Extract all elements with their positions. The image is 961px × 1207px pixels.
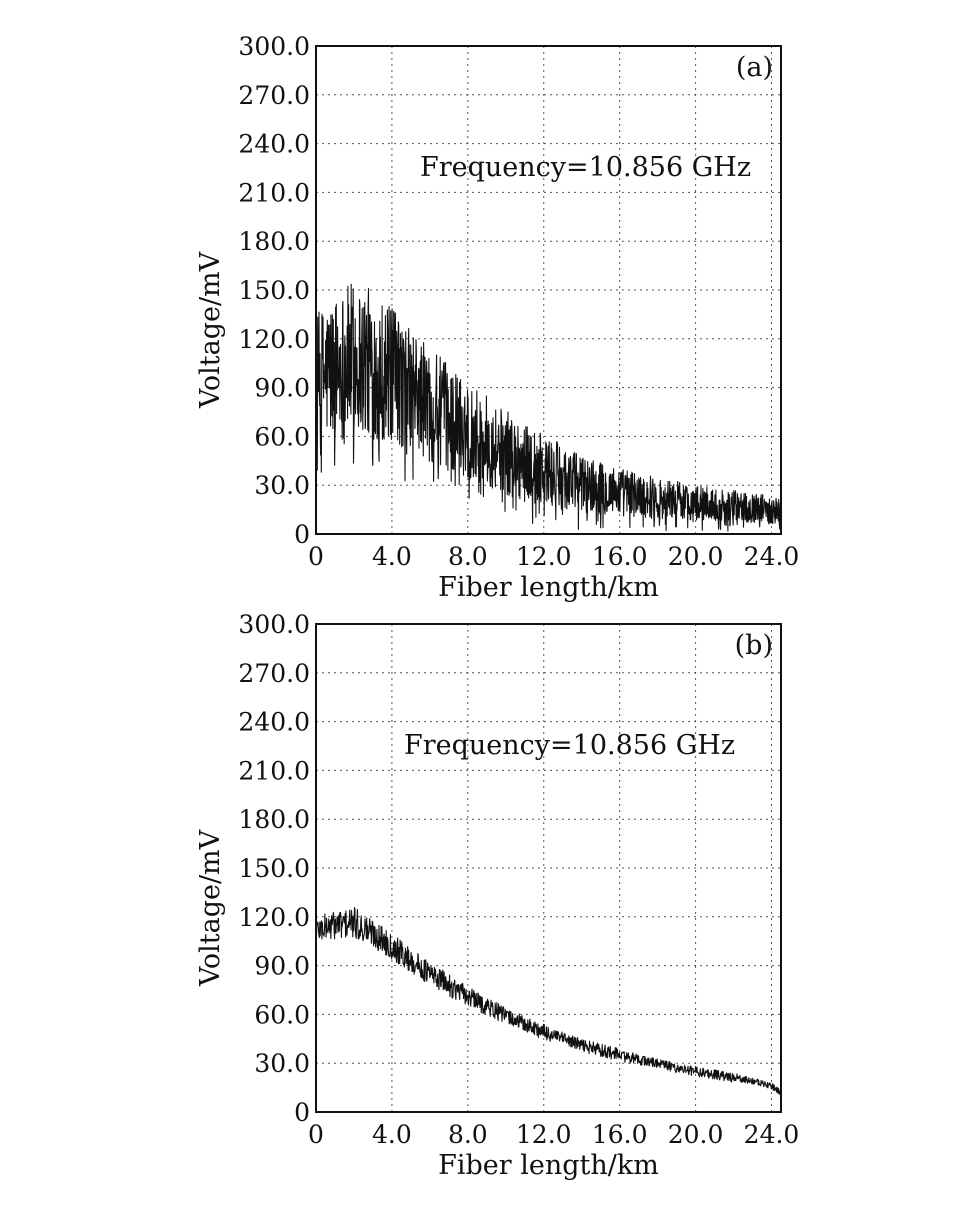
y-tick-label: 210.0 (238, 178, 310, 207)
y-tick-label: 60.0 (254, 1000, 310, 1029)
series-line-b (315, 907, 782, 1095)
y-tick-label: 150.0 (238, 854, 310, 883)
y-axis-title-a: Voltage/mV (195, 251, 226, 409)
x-tick-label: 8.0 (448, 1120, 488, 1149)
x-tick-label: 20.0 (668, 1120, 724, 1149)
x-tick-label: 0 (308, 542, 324, 571)
y-axis-title-b: Voltage/mV (195, 829, 226, 987)
panel-label-b: (b) (735, 630, 773, 661)
series-line-a (315, 283, 782, 532)
plot-frame-b (315, 623, 782, 1113)
y-tick-label: 300.0 (238, 610, 310, 639)
y-tick-label: 270.0 (238, 659, 310, 688)
y-tick-label: 60.0 (254, 422, 310, 451)
x-tick-label: 12.0 (516, 542, 572, 571)
x-tick-label: 16.0 (592, 1120, 648, 1149)
y-tick-label: 210.0 (238, 756, 310, 785)
y-tick-label: 30.0 (254, 471, 310, 500)
y-tick-label: 120.0 (238, 325, 310, 354)
annotation-a: Frequency=10.856 GHz (420, 152, 751, 183)
x-tick-label: 12.0 (516, 1120, 572, 1149)
chart-panel-b: 0 30.0 60.0 90.0 120.0 150.0 180.0 210.0 240.0 27… (195, 610, 799, 1181)
y-tick-label: 300.0 (238, 32, 310, 61)
y-tick-label: 240.0 (238, 708, 310, 737)
x-tick-label: 16.0 (592, 542, 648, 571)
y-tick-label: 90.0 (254, 952, 310, 981)
y-tick-label: 270.0 (238, 81, 310, 110)
chart-panel-a: 0 30.0 60.0 90.0 120.0 150.0 180.0 210.0 240.0 27… (195, 32, 799, 603)
x-tick-label: 24.0 (744, 1120, 800, 1149)
x-tick-label: 0 (308, 1120, 324, 1149)
y-tick-label: 0 (294, 1098, 310, 1127)
y-tick-label: 240.0 (238, 130, 310, 159)
annotation-b: Frequency=10.856 GHz (404, 730, 735, 761)
x-tick-label: 8.0 (448, 542, 488, 571)
x-axis-title-a: Fiber length/km (438, 572, 659, 603)
y-tick-label: 30.0 (254, 1049, 310, 1078)
x-axis-title-b: Fiber length/km (438, 1150, 659, 1181)
panel-label-a: (a) (736, 52, 773, 83)
y-tick-label: 120.0 (238, 903, 310, 932)
y-tick-label: 90.0 (254, 374, 310, 403)
x-tick-label: 4.0 (372, 542, 412, 571)
y-tick-label: 180.0 (238, 805, 310, 834)
y-tick-label: 150.0 (238, 276, 310, 305)
y-tick-label: 0 (294, 520, 310, 549)
x-tick-label: 4.0 (372, 1120, 412, 1149)
plot-frame-a (315, 45, 782, 535)
y-tick-label: 180.0 (238, 227, 310, 256)
x-tick-label: 20.0 (668, 542, 724, 571)
x-tick-label: 24.0 (744, 542, 800, 571)
